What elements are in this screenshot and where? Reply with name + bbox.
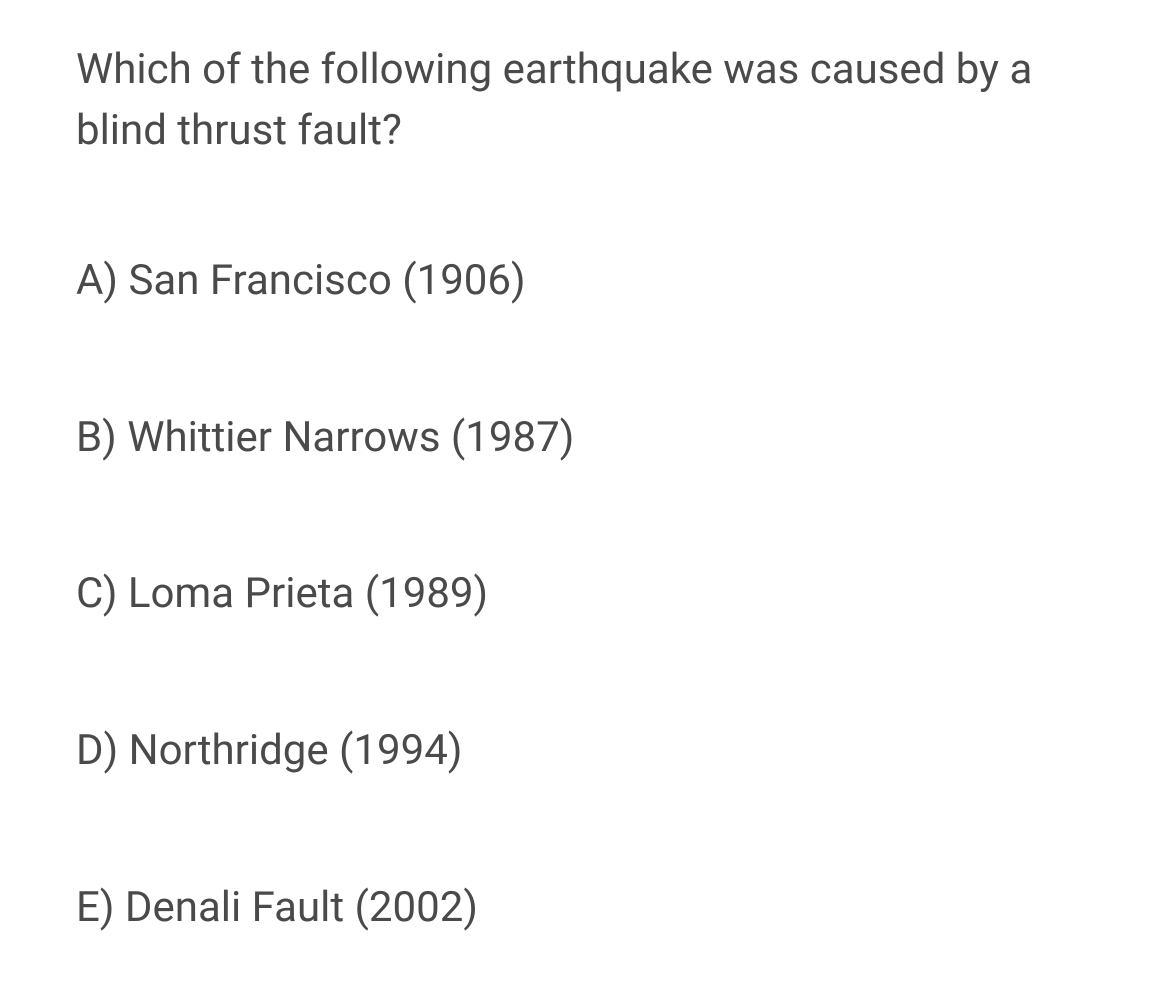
option-a-label: A) San Francisco (1906) [76,256,526,305]
option-b[interactable]: B) Whittier Narrows (1987) [76,409,1094,468]
option-d-label: D) Northridge (1994) [76,726,462,775]
option-d[interactable]: D) Northridge (1994) [76,722,1094,781]
question-text: Which of the following earthquake was ca… [76,40,1094,162]
option-c-label: C) Loma Prieta (1989) [76,569,488,618]
option-e-label: E) Denali Fault (2002) [76,883,478,932]
option-e[interactable]: E) Denali Fault (2002) [76,879,1094,938]
option-b-label: B) Whittier Narrows (1987) [76,413,574,462]
option-c[interactable]: C) Loma Prieta (1989) [76,565,1094,624]
option-a[interactable]: A) San Francisco (1906) [76,252,1094,311]
